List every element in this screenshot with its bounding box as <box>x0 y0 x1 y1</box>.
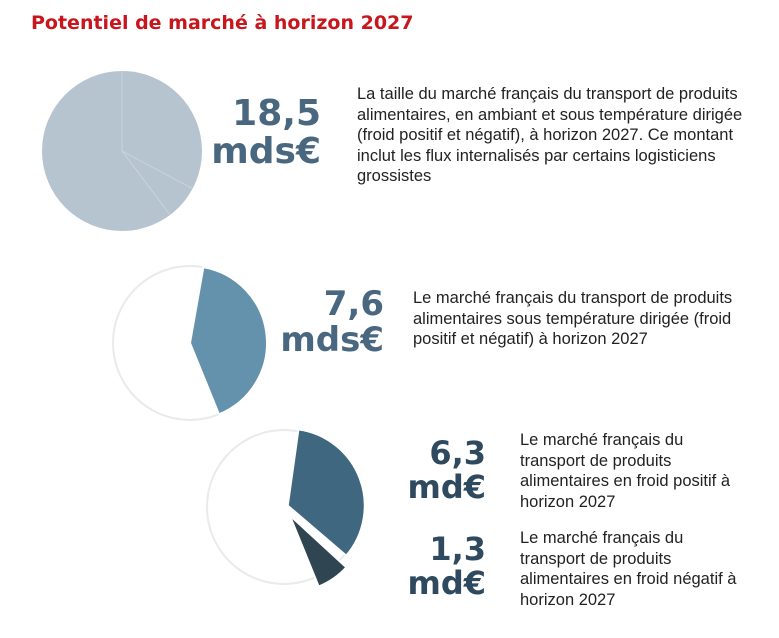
description-froid-negatif: Le marché français du transport de produ… <box>520 529 737 609</box>
pie-total-divider <box>121 150 193 189</box>
pie-froid-positif-slice <box>286 428 366 558</box>
pie-froid-negatif-slice <box>288 514 348 588</box>
page-title: Potentiel de marché à horizon 2027 <box>31 12 414 34</box>
pie-total-divider <box>121 150 171 216</box>
value-temperature-market: 7,6 mds€ <box>280 284 384 360</box>
value-froid-positif: 6,3 md€ <box>407 434 486 506</box>
value-total-market: 18,5 mds€ <box>211 93 321 172</box>
description-temperature-market: Le marché français du transport de produ… <box>413 289 733 348</box>
description-total-market: La taille du marché français du transpor… <box>357 85 743 185</box>
description-froid-positif: Le marché français du transport de produ… <box>520 431 731 511</box>
pie-temperature-slice <box>188 266 268 416</box>
value-froid-negatif: 1,3 md€ <box>407 530 486 602</box>
